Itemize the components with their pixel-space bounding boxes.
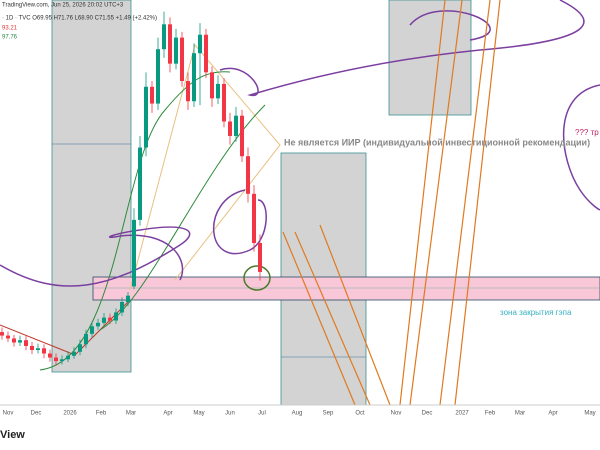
level: 97.76	[2, 35, 18, 41]
candle-body	[6, 335, 10, 339]
x-tick-label: Oct	[355, 411, 365, 417]
x-tick-label: Apr	[548, 411, 557, 417]
curve	[212, 189, 267, 255]
box	[388, 0, 472, 116]
x-tick-label: Mar	[126, 411, 136, 417]
x-tick-label: Aug	[292, 411, 303, 417]
candle-body	[150, 86, 154, 104]
candle-body	[72, 351, 76, 356]
candle-body	[30, 345, 34, 351]
candle-body	[210, 72, 214, 99]
candle-body	[156, 49, 160, 104]
header-ohlc: · 1D · TVC O69.95 H71.76 L68.90 C71.55 +…	[2, 16, 157, 22]
candle-body	[18, 340, 22, 343]
x-tick-label: Dec	[31, 411, 42, 417]
candle-body	[144, 86, 148, 148]
x-tick-label: Jul	[258, 411, 266, 417]
candle-body	[60, 359, 64, 362]
candle-body	[168, 24, 172, 64]
candle-body	[78, 344, 82, 352]
x-tick-label: May	[584, 411, 595, 417]
x-tick-label: Feb	[485, 411, 496, 417]
candle-body	[126, 295, 130, 303]
highlight	[243, 265, 271, 291]
candle-body	[36, 348, 40, 351]
candle-body	[222, 83, 226, 122]
x-tick-label: Mar	[515, 411, 525, 417]
candle-body	[258, 243, 262, 272]
candle-body	[54, 357, 58, 362]
x-tick-label: Sep	[323, 411, 334, 417]
candle-body	[96, 322, 100, 327]
candle-body	[186, 81, 190, 102]
curve	[562, 84, 600, 211]
candle-body	[120, 302, 124, 313]
candle-body	[216, 83, 220, 99]
triangle	[129, 43, 281, 291]
candle-body	[180, 37, 184, 81]
trend-line	[0, 324, 76, 356]
candle-body	[234, 115, 238, 136]
x-tick-label: Feb	[96, 411, 107, 417]
candle-body	[114, 312, 118, 321]
candle-body	[66, 355, 70, 360]
x-tick-label: 2026	[63, 411, 77, 417]
candle-body	[24, 340, 28, 346]
candle-body	[48, 353, 52, 358]
disclaimer: Не является ИИР (индивидуальной инвестиц…	[284, 137, 590, 147]
candle-body	[12, 338, 16, 343]
candle-body	[132, 219, 136, 287]
box	[51, 0, 132, 373]
candle-body	[90, 326, 94, 334]
candle-body	[108, 317, 112, 321]
candle-body	[84, 333, 88, 345]
logo: View	[0, 429, 25, 441]
candle-body	[204, 34, 208, 73]
candle-body	[174, 37, 178, 64]
candle-body	[240, 115, 244, 157]
candle-body	[162, 24, 166, 50]
curve	[219, 0, 585, 96]
x-tick-label: Apr	[163, 411, 172, 417]
x-tick-label: Nov	[3, 411, 14, 417]
level: 93.21	[2, 26, 18, 32]
candle-body	[192, 53, 196, 102]
fan-lines	[282, 0, 501, 406]
curve	[0, 226, 191, 287]
header-source: TradingView.com, Jun 25, 2026 20:02 UTC+…	[2, 3, 124, 9]
candle-body	[138, 147, 142, 220]
annotation: зона закрытия гэпа	[500, 308, 572, 317]
x-tick-label: May	[193, 411, 204, 417]
annotation: ??? тр	[575, 128, 599, 137]
candle-body	[102, 317, 106, 323]
gap-zone	[92, 276, 600, 301]
candle-body	[198, 34, 202, 54]
candle-body	[228, 121, 232, 136]
candle-body	[0, 332, 4, 336]
x-tick-label: Jun	[225, 411, 235, 417]
x-tick-label: 2027	[455, 411, 469, 417]
candle-body	[42, 348, 46, 354]
candle-body	[252, 193, 256, 243]
candle-body	[246, 156, 250, 194]
x-tick-label: Dec	[422, 411, 433, 417]
x-tick-label: Nov	[391, 411, 402, 417]
